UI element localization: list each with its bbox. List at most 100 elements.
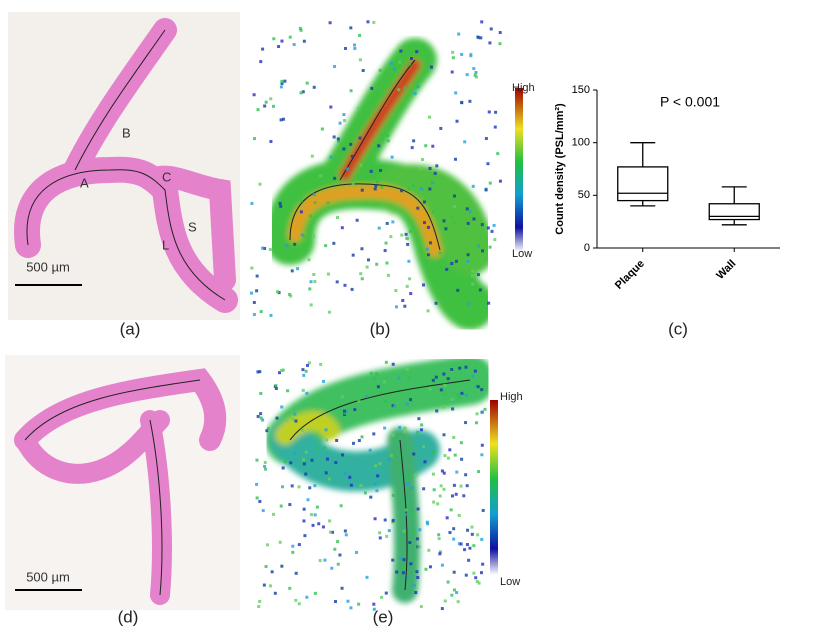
speckle bbox=[435, 409, 439, 413]
speckle bbox=[343, 283, 347, 287]
speckle bbox=[391, 520, 395, 524]
speckle bbox=[293, 451, 297, 455]
speckle bbox=[296, 267, 300, 271]
speckle bbox=[353, 46, 357, 50]
speckle bbox=[452, 570, 456, 574]
speckle bbox=[445, 267, 449, 271]
speckle bbox=[463, 548, 467, 552]
speckle bbox=[280, 39, 284, 43]
speckle bbox=[397, 88, 401, 92]
speckle bbox=[311, 523, 315, 527]
speckle bbox=[409, 57, 413, 61]
speckle bbox=[313, 513, 317, 517]
speckle bbox=[451, 494, 455, 498]
speckle bbox=[335, 280, 339, 284]
speckle bbox=[375, 489, 379, 493]
speckle bbox=[415, 570, 419, 574]
speckle bbox=[269, 140, 273, 144]
speckle bbox=[289, 294, 293, 298]
speckle bbox=[305, 595, 309, 599]
speckle bbox=[273, 591, 277, 595]
colorbar-high: High bbox=[512, 82, 535, 94]
speckle bbox=[465, 73, 469, 77]
speckle bbox=[385, 221, 389, 225]
speckle bbox=[431, 144, 435, 148]
speckle bbox=[420, 158, 424, 162]
speckle bbox=[279, 85, 283, 89]
speckle bbox=[465, 207, 469, 211]
speckle bbox=[402, 430, 406, 434]
speckle bbox=[345, 167, 349, 171]
colorbar-low: Low bbox=[512, 248, 532, 260]
speckle bbox=[301, 368, 305, 372]
speckle bbox=[498, 31, 502, 35]
outline bbox=[26, 29, 226, 301]
speckle bbox=[280, 564, 284, 568]
speckle bbox=[402, 566, 406, 570]
speckle bbox=[438, 251, 442, 255]
speckle bbox=[294, 571, 298, 575]
speckle bbox=[280, 79, 284, 83]
speckle bbox=[385, 534, 389, 538]
speckle bbox=[279, 204, 283, 208]
speckle bbox=[291, 550, 295, 554]
speckle bbox=[387, 529, 391, 533]
speckle bbox=[452, 221, 456, 225]
speckle bbox=[440, 469, 444, 473]
speckle bbox=[488, 41, 492, 45]
speckle bbox=[256, 370, 260, 374]
speckle bbox=[321, 525, 325, 529]
speckle bbox=[299, 199, 303, 203]
speckle bbox=[255, 458, 259, 462]
panel-label: (d) bbox=[118, 607, 139, 626]
speckle bbox=[454, 492, 458, 496]
speckle bbox=[341, 453, 345, 457]
speckle bbox=[320, 127, 324, 131]
colorbar-high: High bbox=[500, 391, 523, 403]
speckle bbox=[409, 292, 413, 296]
panel-label: (a) bbox=[120, 319, 141, 338]
speckle bbox=[477, 470, 481, 474]
region-label: C bbox=[162, 169, 171, 184]
speckle bbox=[484, 137, 488, 141]
speckle bbox=[360, 435, 364, 439]
speckle bbox=[275, 416, 279, 420]
speckle bbox=[459, 441, 463, 445]
speckle bbox=[353, 408, 357, 412]
speckle bbox=[305, 81, 309, 85]
speckle bbox=[440, 563, 444, 567]
colorbar bbox=[490, 400, 498, 575]
heatmap-b: High Low (b) bbox=[250, 20, 535, 338]
speckle bbox=[449, 508, 453, 512]
speckle bbox=[450, 215, 454, 219]
speckle bbox=[279, 504, 283, 508]
speckle bbox=[365, 265, 369, 269]
speckle bbox=[274, 387, 278, 391]
speckle bbox=[391, 362, 395, 366]
y-tick-label: 150 bbox=[572, 84, 590, 96]
speckle bbox=[326, 201, 330, 205]
speckle bbox=[339, 504, 343, 508]
speckle bbox=[328, 519, 332, 523]
speckle bbox=[463, 140, 467, 144]
speckle bbox=[435, 164, 439, 168]
speckle bbox=[349, 606, 353, 610]
region-label: B bbox=[122, 125, 131, 140]
speckle bbox=[472, 217, 476, 221]
speckle bbox=[336, 562, 340, 566]
speckle bbox=[280, 81, 284, 85]
speckle bbox=[437, 537, 441, 541]
speckle bbox=[416, 507, 420, 511]
speckle bbox=[308, 486, 312, 490]
speckle bbox=[480, 388, 484, 392]
box bbox=[708, 203, 760, 221]
box-plot: Count density (PSL/mm²) P < 0.001 (c) 0 5… bbox=[554, 84, 780, 338]
speckle bbox=[466, 253, 470, 257]
y-tick-label: 50 bbox=[578, 189, 590, 201]
speckle bbox=[324, 428, 328, 432]
speckle bbox=[310, 154, 314, 158]
speckle bbox=[426, 522, 430, 526]
speckle bbox=[357, 602, 361, 606]
speckle bbox=[325, 457, 329, 461]
speckle bbox=[452, 527, 456, 531]
